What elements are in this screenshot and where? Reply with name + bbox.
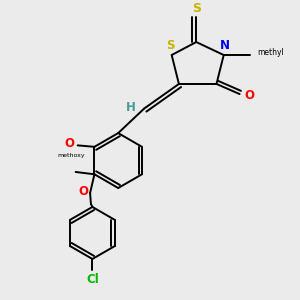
Text: O: O (79, 185, 88, 198)
Text: S: S (192, 2, 201, 15)
Text: H: H (126, 100, 136, 114)
Text: Cl: Cl (86, 273, 99, 286)
Text: S: S (166, 39, 175, 52)
Text: methoxy: methoxy (58, 154, 85, 158)
Text: O: O (244, 89, 254, 102)
Text: methyl: methyl (257, 48, 284, 57)
Text: N: N (220, 39, 230, 52)
Text: O: O (65, 137, 75, 150)
